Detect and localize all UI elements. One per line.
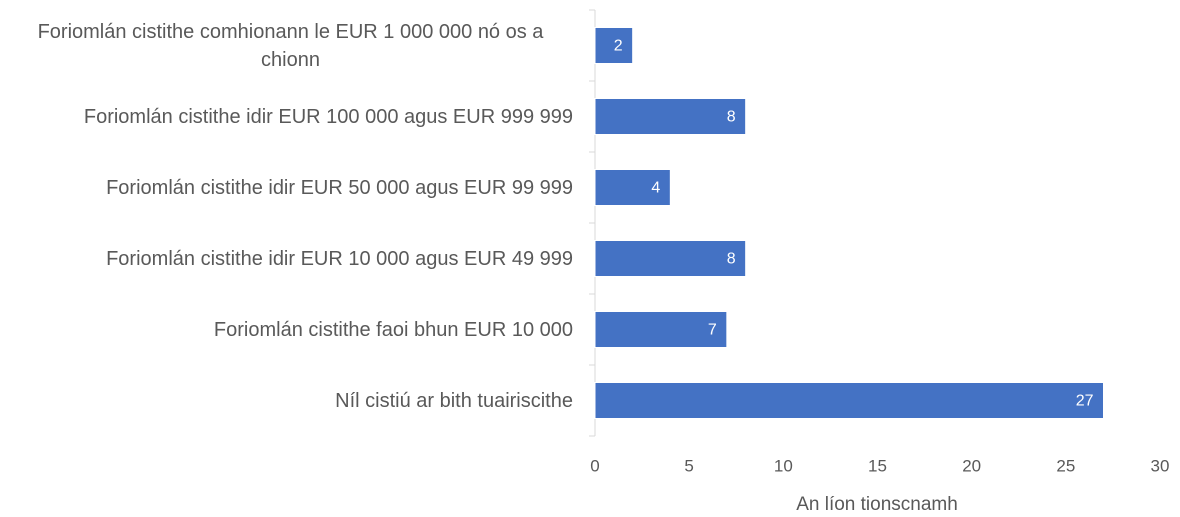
y-tick-label: Foriomlán cistithe faoi bhun EUR 10 000 xyxy=(8,294,573,365)
x-axis-label: An líon tionscnamh xyxy=(796,494,958,515)
x-tick-label: 30 xyxy=(1151,456,1170,475)
bar xyxy=(594,98,747,135)
category-text: Foriomlán cistithe idir EUR 100 000 agus… xyxy=(83,105,573,128)
value-label: 27 xyxy=(1076,393,1094,410)
category-text: Níl cistiú ar bith tuairiscithe xyxy=(335,389,573,412)
x-tick-label: 20 xyxy=(962,456,981,475)
x-tick-label: 0 xyxy=(590,456,599,475)
x-tick-label: 5 xyxy=(684,456,693,475)
value-label: 8 xyxy=(727,251,736,268)
y-tick-label: Foriomlán cistithe idir EUR 10 000 agus … xyxy=(8,223,573,294)
bar xyxy=(594,240,747,277)
y-tick-label: Foriomlán cistithe comhionann le EUR 1 0… xyxy=(8,10,573,81)
value-label: 7 xyxy=(708,322,717,339)
category-text: Foriomlán cistithe idir EUR 10 000 agus … xyxy=(106,247,573,270)
x-tick-label: 10 xyxy=(774,456,793,475)
value-label: 8 xyxy=(727,109,736,126)
value-label: 2 xyxy=(614,38,623,55)
category-text: Foriomlán cistithe faoi bhun EUR 10 000 xyxy=(213,318,573,341)
x-tick-label: 25 xyxy=(1056,456,1075,475)
bar xyxy=(594,311,728,348)
category-text: Foriomlán cistithe comhionann le EUR 1 0… xyxy=(37,20,544,71)
bar xyxy=(594,27,634,64)
value-label: 4 xyxy=(651,180,660,197)
y-tick-label: Níl cistiú ar bith tuairiscithe xyxy=(8,365,573,436)
x-tick-label: 15 xyxy=(868,456,887,475)
bar xyxy=(594,382,1104,419)
bar xyxy=(594,169,671,206)
category-text: Foriomlán cistithe idir EUR 50 000 agus … xyxy=(106,176,573,199)
y-tick-label: Foriomlán cistithe idir EUR 50 000 agus … xyxy=(8,152,573,223)
y-tick-label: Foriomlán cistithe idir EUR 100 000 agus… xyxy=(8,81,573,152)
